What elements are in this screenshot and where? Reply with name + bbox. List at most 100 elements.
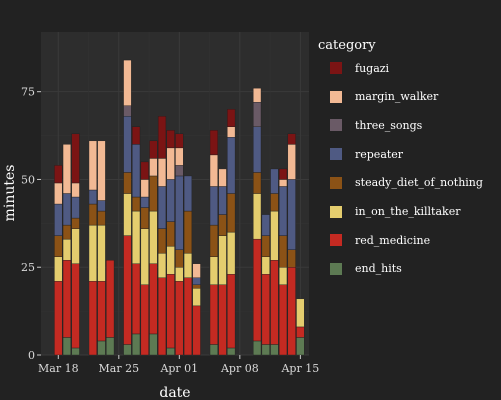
x-tick-label: Apr 01 [159,362,198,375]
legend-item-in_on_the_killtaker: in_on_the_killtaker [330,204,460,220]
bar-segment-in_on_the_killtaker [192,288,201,307]
legend-item-fugazi: fugazi [330,60,389,76]
bar-segment-steady_diet_of_nothing [157,228,167,254]
legend-swatch [330,176,342,189]
bar-segment-repeater [218,186,227,215]
legend-item-end_hits: end_hits [330,261,402,277]
y-tick-label: 25 [21,261,35,274]
bar-segment-end_hits [209,344,218,356]
bar-segment-in_on_the_killtaker [218,235,227,285]
bar-segment-fugazi [166,130,175,149]
bar-segment-in_on_the_killtaker [261,256,270,275]
bar-segment-three_songs [123,105,132,117]
bar-segment-red_medicine [97,281,106,342]
bar-segment-steady_diet_of_nothing [62,224,72,240]
bar-segment-end_hits [261,344,270,356]
bar-segment-repeater [261,214,270,236]
bar-segment-margin_walker [140,179,149,198]
bar-segment-repeater [140,196,149,208]
bar-segment-in_on_the_killtaker [278,267,288,285]
bar-segment-in_on_the_killtaker [227,231,236,275]
bar-segment-red_medicine [183,277,193,356]
bar-segment-margin_walker [123,59,132,106]
bar-segment-red_medicine [157,277,167,356]
legend-swatch [330,234,342,247]
bar-segment-repeater [166,179,175,222]
bar-segment-red_medicine [54,281,63,356]
bar-segment-red_medicine [132,263,141,335]
bar-segment-steady_diet_of_nothing [175,249,184,268]
bar-segment-steady_diet_of_nothing [270,193,279,212]
legend-swatch [330,262,342,275]
bar-segment-red_medicine [88,281,97,356]
bar-segment-red_medicine [218,284,227,356]
bar-segment-in_on_the_killtaker [97,224,106,282]
bar-segment-in_on_the_killtaker [88,224,97,282]
bar-segment-repeater [123,116,132,173]
bar-segment-red_medicine [123,235,132,345]
bar-segment-in_on_the_killtaker [296,298,305,328]
bar-segment-steady_diet_of_nothing [149,175,158,212]
bar-segment-red_medicine [209,284,218,345]
bar-segment-red_medicine [175,281,184,356]
bar-segment-red_medicine [149,263,158,335]
bar-segment-fugazi [132,126,141,145]
bar-segment-margin_walker [175,147,184,166]
bar-segment-red_medicine [296,326,305,338]
legend-title: category [318,38,376,53]
y-tick-label: 50 [21,173,35,186]
bar-segment-margin_walker [54,182,63,205]
bar-segment-end_hits [132,333,141,356]
bar-segment-steady_diet_of_nothing [227,193,236,233]
bar-segment-in_on_the_killtaker [132,210,141,264]
bar-segment-margin_walker [209,154,218,187]
bar-segment-margin_walker [278,179,288,187]
x-tick-label: Apr 15 [280,362,319,375]
legend-item-red_medicine: red_medicine [330,232,430,248]
bar-segment-in_on_the_killtaker [270,210,279,261]
bar-segment-margin_walker [88,140,97,191]
bar-segment-red_medicine [62,260,72,338]
bar-segment-repeater [175,175,184,250]
bar-segment-margin_walker [97,140,106,201]
bar-segment-end_hits [296,337,305,356]
legend-swatch [330,205,342,218]
bar-segment-end_hits [106,337,115,356]
bar-segment-red_medicine [261,274,270,345]
bar-segment-fugazi [149,140,158,159]
bar-segment-repeater [97,200,106,212]
bars [54,59,305,356]
y-tick-label: 75 [21,86,35,99]
bar-segment-steady_diet_of_nothing [166,221,175,247]
legend-label: red_medicine [355,233,431,247]
legend-label: three_songs [355,118,423,132]
legend-item-repeater: repeater [330,146,403,162]
bar-segment-margin_walker [253,87,262,103]
legend-item-three_songs: three_songs [330,117,422,133]
bar-segment-steady_diet_of_nothing [140,207,149,229]
bar-segment-repeater [88,189,97,205]
y-axis-title: minutes [2,165,18,222]
bar-segment-end_hits [97,340,106,356]
bar-segment-fugazi [209,130,218,156]
bar-segment-repeater [62,193,72,226]
bar-segment-repeater [278,186,288,236]
bar-segment-three_songs [175,165,184,177]
bar-segment-steady_diet_of_nothing [278,235,288,268]
bar-segment-end_hits [166,347,175,356]
bar-segment-red_medicine [278,284,288,356]
bar-segment-margin_walker [166,147,175,180]
bar-segment-repeater [227,137,236,194]
bar-segment-red_medicine [192,305,201,356]
legend-label: steady_diet_of_nothing [355,176,483,190]
bar-segment-end_hits [149,333,158,356]
bar-segment-steady_diet_of_nothing [71,217,80,229]
legend-label: in_on_the_killtaker [355,205,461,218]
legend-label: repeater [355,147,404,161]
bar-segment-steady_diet_of_nothing [54,235,63,257]
bar-segment-three_songs [253,102,262,127]
bar-segment-steady_diet_of_nothing [132,196,141,212]
bar-segment-repeater [287,179,296,250]
bar-segment-margin_walker [287,144,296,180]
